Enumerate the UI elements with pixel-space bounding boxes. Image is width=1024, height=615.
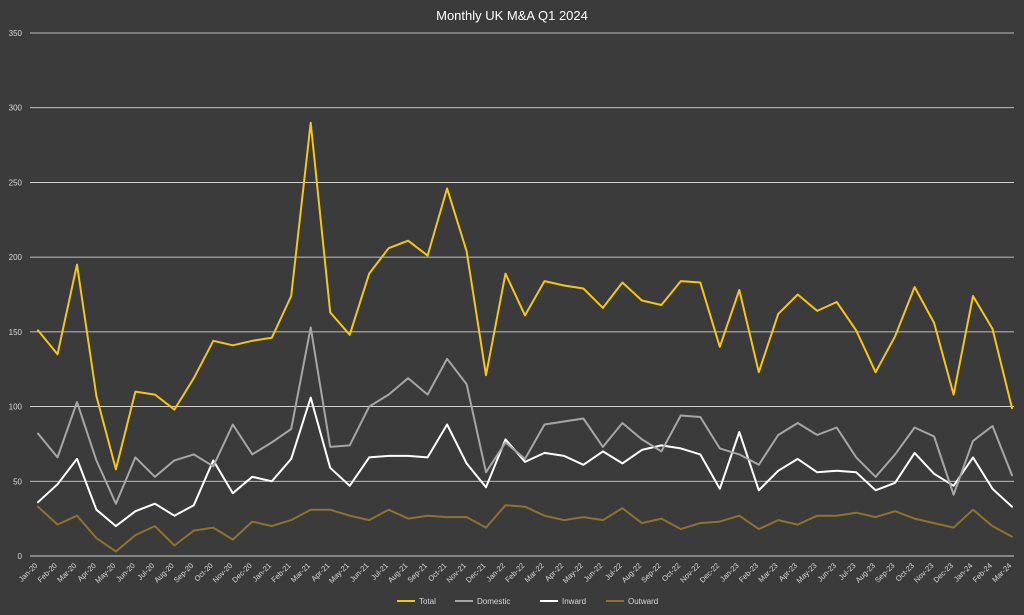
legend-label-outward: Outward bbox=[628, 597, 658, 606]
legend-label-inward: Inward bbox=[562, 597, 586, 606]
x-tick-label: Aug-23 bbox=[854, 561, 877, 584]
x-tick-label: Feb-23 bbox=[737, 561, 760, 584]
x-tick-label: Sep-21 bbox=[406, 561, 429, 584]
x-tick-label: Dec-20 bbox=[230, 561, 253, 584]
x-tick-label: Sep-23 bbox=[873, 561, 896, 584]
x-tick-label: May-23 bbox=[795, 561, 819, 585]
x-tick-label: Mar-20 bbox=[55, 561, 78, 584]
x-tick-label: Jan-20 bbox=[17, 561, 40, 584]
x-tick-label: Feb-22 bbox=[503, 561, 526, 584]
x-tick-label: Nov-22 bbox=[678, 561, 701, 584]
x-tick-label: Sep-20 bbox=[172, 561, 195, 584]
x-tick-label: Mar-21 bbox=[289, 561, 312, 584]
y-tick-label: 50 bbox=[13, 477, 22, 486]
series-lines bbox=[37, 121, 1013, 553]
x-tick-label: Jun-22 bbox=[582, 561, 605, 584]
y-tick-label: 250 bbox=[9, 178, 23, 187]
x-tick-label: Dec-22 bbox=[698, 561, 721, 584]
y-tick-label: 150 bbox=[9, 328, 23, 337]
x-tick-label: Jan-22 bbox=[484, 561, 507, 584]
x-tick-label: Nov-20 bbox=[211, 561, 234, 584]
x-tick-label: Jan-21 bbox=[251, 561, 274, 584]
y-tick-label: 200 bbox=[9, 253, 23, 262]
y-tick-label: 350 bbox=[9, 29, 23, 38]
gridlines bbox=[30, 32, 1014, 557]
x-tick-label: Feb-20 bbox=[36, 561, 59, 584]
x-tick-label: Aug-20 bbox=[152, 561, 175, 584]
x-tick-label: Feb-21 bbox=[269, 561, 292, 584]
x-tick-label: Sep-22 bbox=[639, 561, 662, 584]
x-axis-ticks: Jan-20Feb-20Mar-20Apr-20May-20Jun-20Jul-… bbox=[17, 561, 1014, 585]
series-line-domestic bbox=[37, 326, 1013, 505]
y-tick-label: 100 bbox=[9, 403, 23, 412]
x-tick-label: May-21 bbox=[327, 561, 351, 585]
x-tick-label: Feb-24 bbox=[971, 561, 994, 584]
x-tick-label: Aug-21 bbox=[386, 561, 409, 584]
x-tick-label: Jan-23 bbox=[718, 561, 741, 584]
y-axis-ticks: 0 50 100 150 200 250 300 350 bbox=[9, 29, 23, 561]
x-tick-label: Mar-24 bbox=[990, 561, 1013, 584]
series-line-inward bbox=[37, 396, 1013, 528]
x-tick-label: May-20 bbox=[93, 561, 117, 585]
legend: Total Domestic Inward Outward bbox=[397, 597, 658, 606]
x-tick-label: Nov-23 bbox=[912, 561, 935, 584]
y-tick-label: 0 bbox=[18, 552, 23, 561]
legend-label-total: Total bbox=[419, 597, 436, 606]
x-tick-label: Jun-21 bbox=[348, 561, 371, 584]
y-tick-label: 300 bbox=[9, 104, 23, 113]
x-tick-label: May-22 bbox=[561, 561, 585, 585]
x-tick-label: Jun-20 bbox=[114, 561, 137, 584]
x-tick-label: Aug-22 bbox=[620, 561, 643, 584]
series-line-outward bbox=[37, 504, 1013, 553]
series-line-total bbox=[37, 121, 1013, 471]
x-tick-label: Dec-23 bbox=[932, 561, 955, 584]
x-tick-label: Jan-24 bbox=[952, 561, 975, 584]
chart-title: Monthly UK M&A Q1 2024 bbox=[436, 8, 588, 23]
x-tick-label: Nov-21 bbox=[445, 561, 468, 584]
x-tick-label: Mar-23 bbox=[756, 561, 779, 584]
x-tick-label: Jun-23 bbox=[816, 561, 839, 584]
legend-label-domestic: Domestic bbox=[477, 597, 510, 606]
x-tick-label: Dec-21 bbox=[464, 561, 487, 584]
x-tick-label: Mar-22 bbox=[523, 561, 546, 584]
